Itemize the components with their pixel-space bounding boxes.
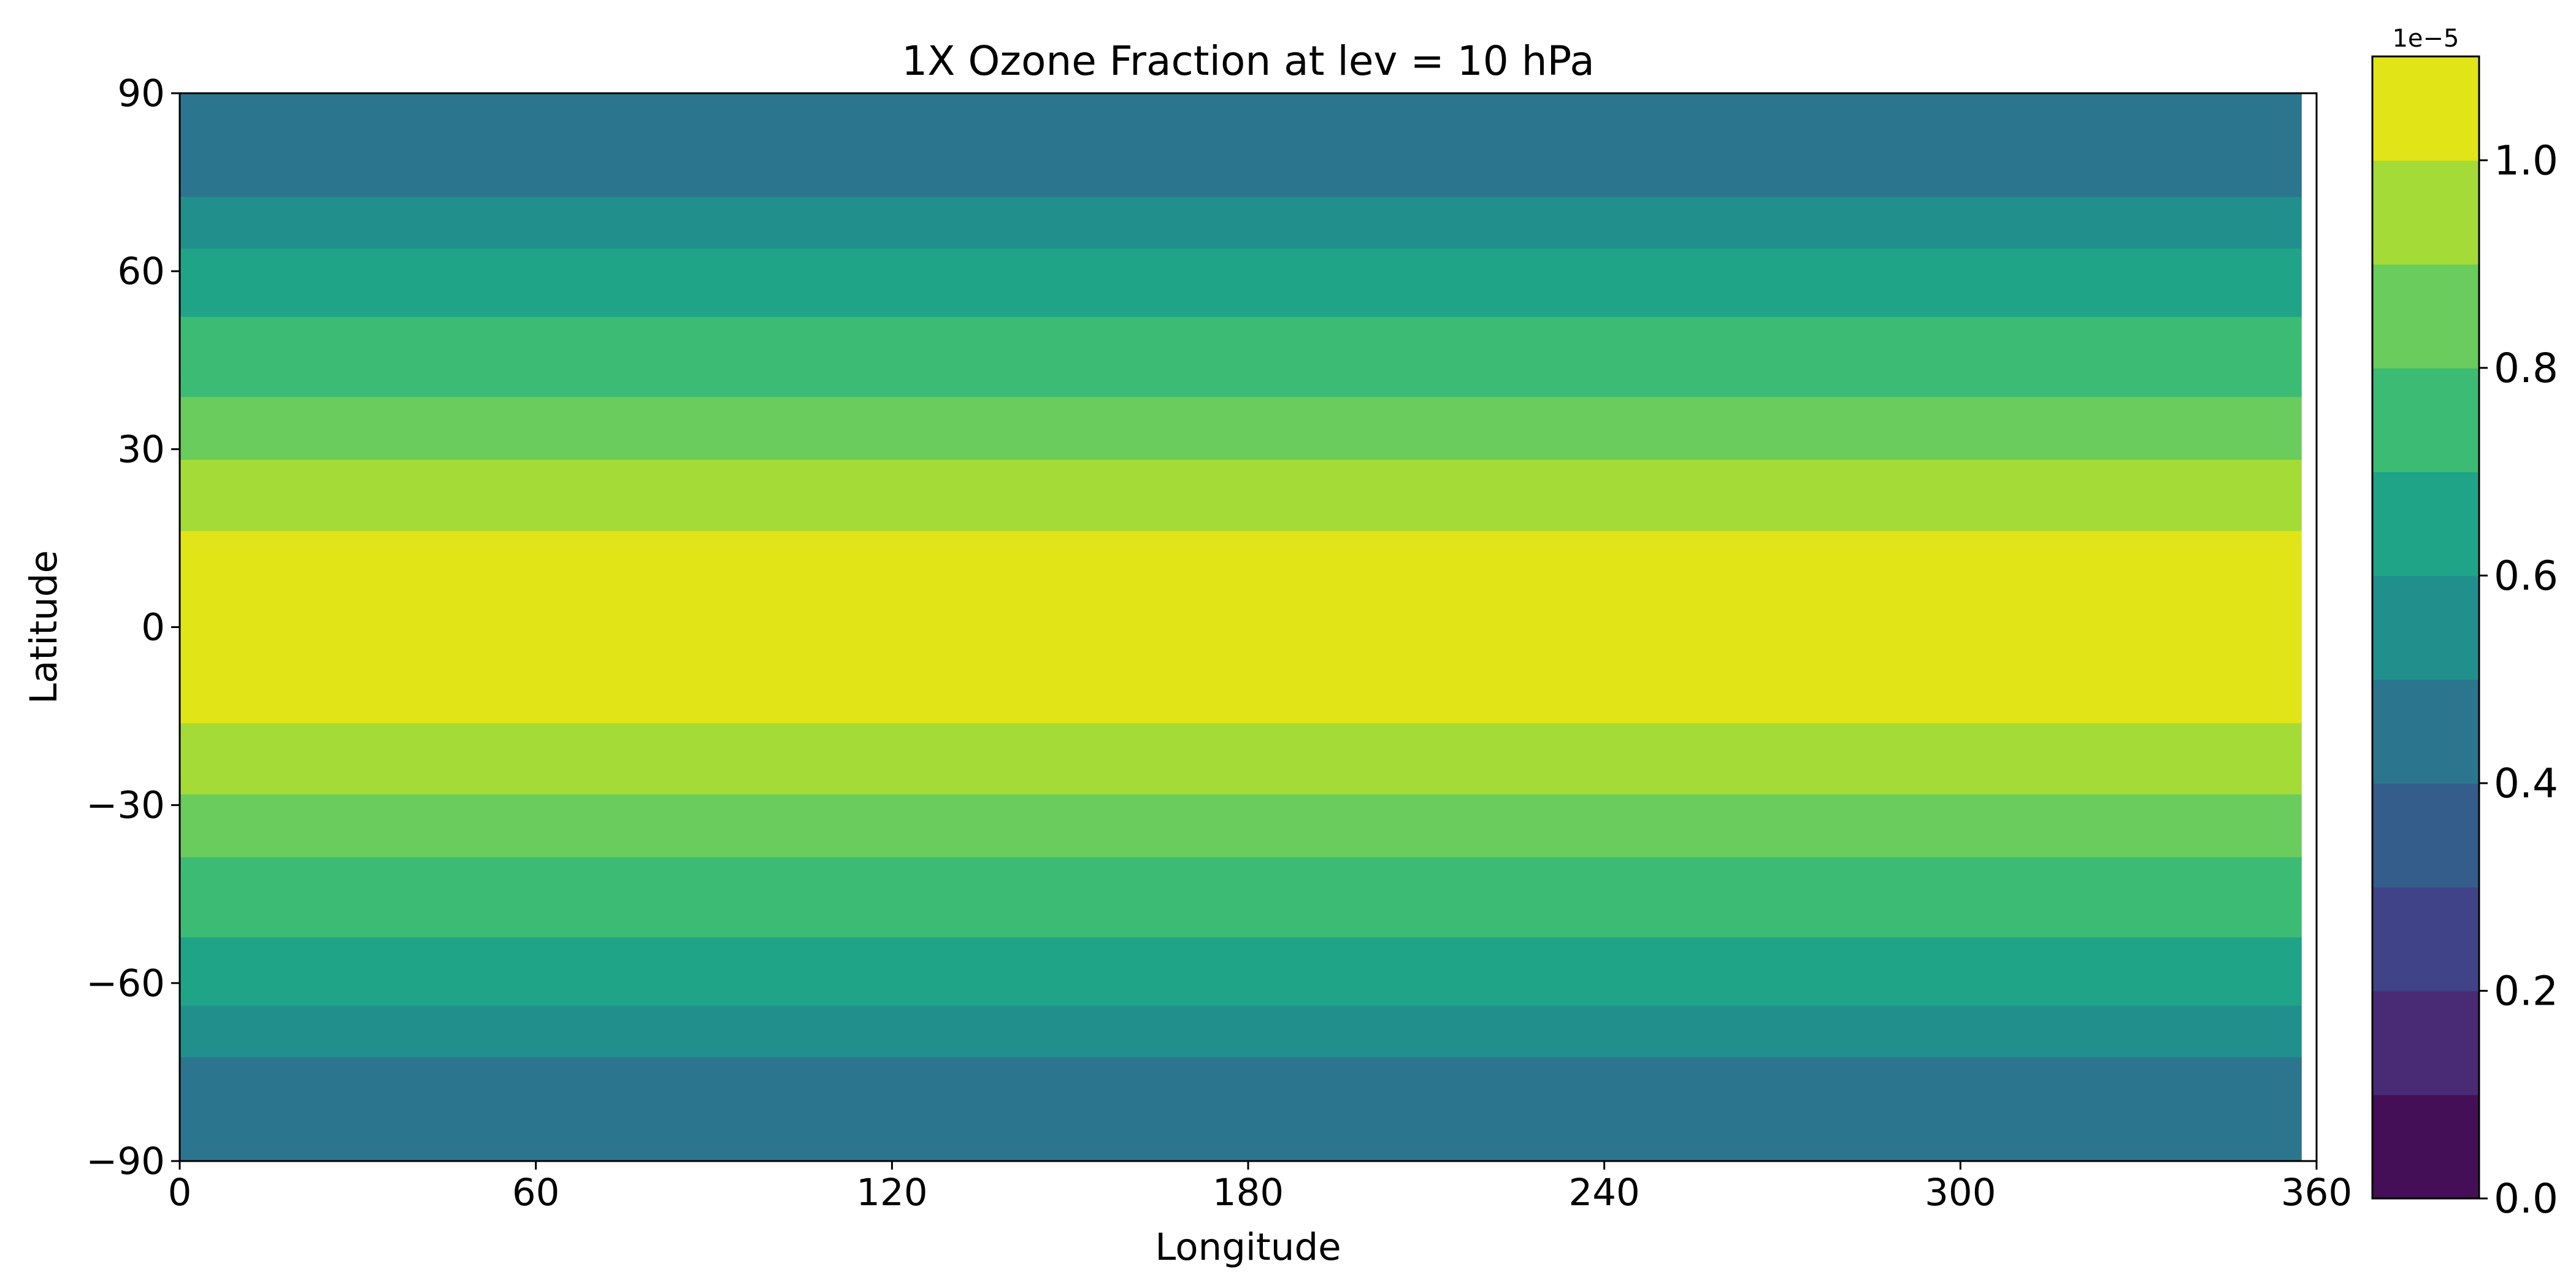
plot-area <box>178 92 2318 1162</box>
heatmap-band-7 <box>180 723 2302 795</box>
heatmap-band-12 <box>180 1057 2302 1162</box>
heatmap-band-4 <box>180 397 2302 461</box>
colorbar-segment-9 <box>2372 160 2479 265</box>
y-axis-title: Latitude <box>22 550 66 704</box>
colorbar: 0.0 0.2 0.4 0.6 0.8 1.0 <box>2371 55 2558 1222</box>
x-tick-label: 0 <box>168 1171 192 1214</box>
heatmap-band-0 <box>180 93 2302 198</box>
colorbar-tick-label: 0.6 <box>2494 552 2558 599</box>
x-tick-label: 180 <box>1213 1171 1284 1214</box>
heatmap-band-1 <box>180 197 2302 250</box>
y-tick-label: 60 <box>117 250 165 293</box>
colorbar-segment-8 <box>2372 264 2479 369</box>
y-tick-label: −90 <box>86 1140 165 1183</box>
y-tick-label: 30 <box>117 427 165 471</box>
colorbar-segment-0 <box>2372 1094 2479 1199</box>
colorbar-frame <box>2371 55 2480 1200</box>
colorbar-tick-label: 0.0 <box>2494 1175 2558 1222</box>
colorbar-segment-3 <box>2372 783 2479 887</box>
heatmap-band-3 <box>180 316 2302 398</box>
x-axis-title: Longitude <box>1155 1225 1341 1269</box>
y-axis: 90 60 30 0 −30 −60 −90 <box>86 72 180 1183</box>
heatmap-band-10 <box>180 937 2302 1006</box>
colorbar-segment-1 <box>2372 991 2479 1095</box>
x-tick-label: 60 <box>512 1171 560 1214</box>
colorbar-tick-label: 1.0 <box>2494 137 2558 184</box>
x-axis: 0 60 120 180 240 300 360 <box>168 1161 2352 1214</box>
heatmap-band-6 <box>180 531 2302 724</box>
chart-title: 1X Ozone Fraction at lev = 10 hPa <box>902 37 1595 85</box>
colorbar-tick-label: 0.2 <box>2494 967 2558 1014</box>
y-tick-label: −30 <box>86 784 165 827</box>
colorbar-tick-label: 0.4 <box>2494 760 2558 807</box>
heatmap-band-2 <box>180 248 2302 318</box>
y-tick-label: −60 <box>86 962 165 1005</box>
x-tick-label: 240 <box>1568 1171 1639 1214</box>
colorbar-segment-6 <box>2372 472 2479 577</box>
x-tick-label: 300 <box>1925 1171 1996 1214</box>
heatmap-band-9 <box>180 857 2302 938</box>
colorbar-tick-label: 0.8 <box>2494 345 2558 392</box>
x-tick-label: 360 <box>2281 1171 2352 1214</box>
colorbar-offset-label: 1e−5 <box>2392 25 2459 53</box>
y-tick-label: 0 <box>141 606 165 650</box>
heatmap-band-5 <box>180 459 2302 532</box>
x-tick-label: 120 <box>856 1171 927 1214</box>
colorbar-segment-4 <box>2372 679 2479 784</box>
y-tick-label: 90 <box>117 72 165 115</box>
colorbar-segment-2 <box>2372 887 2479 992</box>
colorbar-segment-10 <box>2372 56 2479 161</box>
colorbar-segment-7 <box>2372 367 2479 472</box>
colorbar-segment-5 <box>2372 575 2479 680</box>
heatmap-band-8 <box>180 794 2302 858</box>
heatmap-band-11 <box>180 1005 2302 1058</box>
